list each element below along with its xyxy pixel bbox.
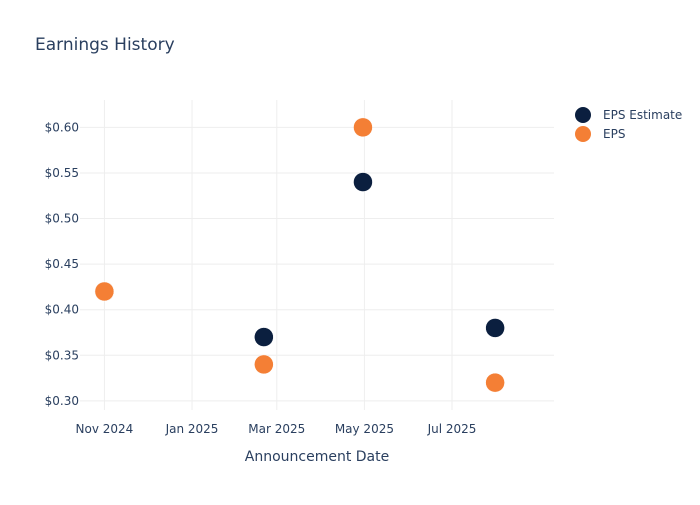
legend-marker <box>575 126 591 142</box>
y-tick-label: $0.60 <box>45 120 79 134</box>
legend[interactable]: EPS Estimate EPS <box>575 107 682 142</box>
legend-item[interactable]: EPS <box>575 126 625 142</box>
data-point[interactable] <box>254 327 274 347</box>
y-tick-label: $0.45 <box>45 257 79 271</box>
legend-label: EPS Estimate <box>603 108 682 122</box>
legend-label: EPS <box>603 127 625 141</box>
data-point[interactable] <box>485 372 505 393</box>
data-point[interactable] <box>485 318 505 338</box>
y-tick-label: $0.55 <box>45 166 79 180</box>
x-tick-label: Mar 2025 <box>248 422 305 436</box>
legend-marker <box>575 107 591 123</box>
y-axis-ticks: $0.30 $0.35 $0.40 $0.45 $0.50 $0.55 $0.60 <box>45 120 79 408</box>
data-point[interactable] <box>353 117 373 138</box>
y-tick-label: $0.35 <box>45 348 79 362</box>
x-axis-ticks: Nov 2024 Jan 2025 Mar 2025 May 2025 Jul 2025 <box>76 422 477 436</box>
x-axis-title: Announcement Date <box>245 449 389 465</box>
data-point[interactable] <box>353 172 373 192</box>
series-0 <box>94 172 505 347</box>
gridlines <box>80 100 554 410</box>
x-tick-label: Nov 2024 <box>76 422 134 436</box>
y-tick-label: $0.50 <box>45 212 79 226</box>
data-point[interactable] <box>94 281 115 302</box>
series-1 <box>94 117 505 393</box>
x-tick-label: May 2025 <box>335 422 394 436</box>
y-tick-label: $0.30 <box>45 394 79 408</box>
chart-title: Earnings History <box>35 35 175 55</box>
data-points <box>94 117 505 393</box>
x-tick-label: Jan 2025 <box>165 422 219 436</box>
legend-item[interactable]: EPS Estimate <box>575 107 682 123</box>
y-tick-label: $0.40 <box>45 303 79 317</box>
data-point[interactable] <box>254 354 274 375</box>
x-tick-label: Jul 2025 <box>427 422 477 436</box>
